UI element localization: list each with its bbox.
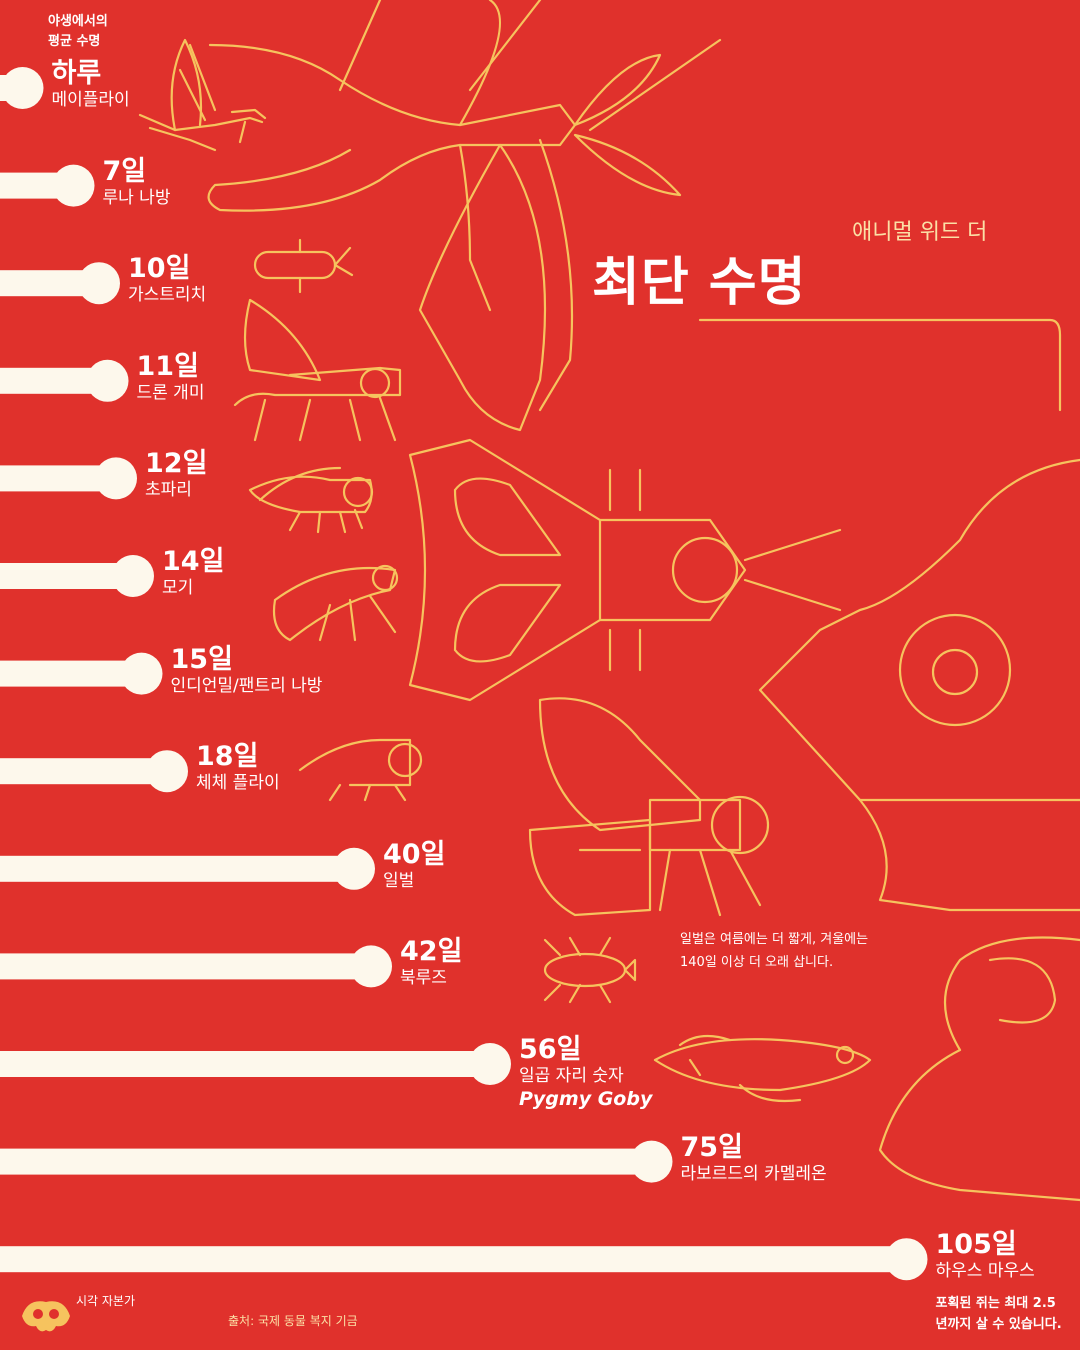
bar-value-label: 10일 bbox=[128, 253, 191, 285]
visual-capitalist-logo-icon bbox=[22, 1301, 70, 1332]
bar-7 bbox=[0, 758, 167, 785]
bar-9 bbox=[0, 953, 371, 980]
brand-name: 시각 자본가 bbox=[76, 1294, 136, 1308]
bar-end-12 bbox=[885, 1238, 928, 1281]
header-note: 야생에서의 평균 수명 bbox=[48, 12, 108, 51]
bar-end-9 bbox=[350, 945, 392, 988]
brand: 시각 자본가 bbox=[18, 1288, 138, 1338]
mayfly-illustration bbox=[138, 38, 267, 152]
bar-value-label: 56일 bbox=[519, 1034, 582, 1065]
bar-category-label: 일곱 자리 숫자 bbox=[519, 1066, 624, 1087]
bar-end-8 bbox=[333, 847, 375, 890]
bar-category-label: 인디언밀/팬트리 나방 bbox=[170, 675, 323, 696]
bar-6 bbox=[0, 660, 142, 687]
bar-value-label: 105일 bbox=[935, 1229, 1017, 1261]
bar-end-1 bbox=[52, 164, 95, 207]
source-note: 출처: 국제 동물 복지 기금 bbox=[228, 1314, 358, 1328]
header-note-line-2: 평균 수명 bbox=[48, 33, 101, 49]
house-mouse-illustration bbox=[878, 936, 1080, 1202]
bar-label-2: 10일 가스트리치 bbox=[128, 253, 206, 306]
bar-12 bbox=[0, 1246, 907, 1273]
bar-value-label: 15일 bbox=[170, 643, 233, 675]
bar-category-label: 메이플라이 bbox=[51, 90, 130, 111]
bar-label-4: 12일 초파리 bbox=[145, 448, 207, 501]
bar-english-name: Pygmy Goby bbox=[519, 1087, 653, 1110]
bar-value-label: 하루 bbox=[51, 58, 102, 89]
bar-end-0 bbox=[1, 67, 44, 109]
bar-category-label: 일벌 bbox=[383, 870, 415, 891]
bee-note-line-1: 일벌은 여름에는 더 짧게, 겨울에는 bbox=[680, 932, 869, 947]
bar-11 bbox=[0, 1148, 652, 1175]
bar-label-7: 18일 체체 플라이 bbox=[196, 741, 280, 794]
bar-end-2 bbox=[78, 262, 120, 305]
chameleon-illustration bbox=[758, 458, 1080, 912]
mosquito-illustration-large bbox=[207, 0, 1062, 432]
moth-illustration bbox=[408, 438, 842, 702]
bar-label-1: 7일 루나 나방 bbox=[103, 156, 171, 209]
pygmy-goby-illustration bbox=[653, 1034, 872, 1103]
bar-label-9: 42일 북루즈 bbox=[400, 936, 462, 989]
bar-label-11: 75일 라보르드의 카멜레온 bbox=[681, 1132, 827, 1185]
tsetse-fly-illustration bbox=[298, 738, 423, 802]
drone-ant-illustration bbox=[233, 238, 402, 442]
chart-subtitle: 애니멀 위드 더 bbox=[852, 220, 988, 245]
bar-value-label: 18일 bbox=[196, 741, 259, 773]
bar-value-label: 42일 bbox=[400, 936, 463, 968]
bar-value-label: 11일 bbox=[136, 350, 199, 382]
bar-label-8: 40일 일벌 bbox=[383, 839, 445, 892]
bar-category-label: 체체 플라이 bbox=[196, 773, 280, 794]
bar-category-label: 루나 나방 bbox=[102, 187, 171, 208]
bar-label-10: 56일 일곱 자리 숫자 Pygmy Goby bbox=[519, 1034, 652, 1110]
worker-bee-illustration bbox=[528, 697, 770, 917]
chart-title: 최단 수명 bbox=[592, 253, 807, 313]
bar-value-label: 75일 bbox=[680, 1131, 743, 1163]
bar-end-5 bbox=[112, 555, 154, 597]
bar-label-0: 하루 메이플라이 bbox=[52, 58, 130, 111]
bar-category-label: 드론 개미 bbox=[136, 382, 205, 403]
bar-value-label: 14일 bbox=[162, 546, 225, 577]
bar-value-label: 7일 bbox=[102, 155, 147, 187]
bar-value-label: 12일 bbox=[145, 448, 208, 480]
bar-value-label: 40일 bbox=[383, 838, 446, 870]
bar-end-4 bbox=[95, 457, 137, 500]
bee-note-line-2: 140일 이상 더 오래 삽니다. bbox=[680, 955, 834, 971]
header-note-line-1: 야생에서의 bbox=[48, 14, 108, 29]
bar-end-6 bbox=[120, 652, 163, 695]
mouse-note: 포획된 쥐는 최대 2.5 년까지 살 수 있습니다. bbox=[935, 1295, 1062, 1332]
mosquito-illustration-small bbox=[272, 564, 399, 642]
fruit-fly-illustration bbox=[248, 466, 374, 534]
bar-category-label: 초파리 bbox=[145, 480, 192, 501]
bar-label-6: 15일 인디언밀/팬트리 나방 bbox=[171, 644, 323, 697]
bar-category-label: 가스트리치 bbox=[128, 285, 207, 306]
bar-8 bbox=[0, 855, 354, 882]
bar-10 bbox=[0, 1051, 490, 1077]
bar-category-label: 라보르드의 카멜레온 bbox=[680, 1163, 827, 1184]
bar-category-label: 하우스 마우스 bbox=[935, 1261, 1035, 1282]
bar-label-5: 14일 모기 bbox=[162, 546, 224, 599]
bar-label-3: 11일 드론 개미 bbox=[137, 351, 205, 404]
bar-end-10 bbox=[469, 1043, 511, 1085]
bar-5 bbox=[0, 563, 133, 589]
booklouse-illustration bbox=[543, 936, 637, 1004]
bar-category-label: 모기 bbox=[162, 578, 194, 599]
bar-category-label: 북루즈 bbox=[400, 968, 447, 989]
bar-end-7 bbox=[146, 750, 188, 793]
bee-note: 일벌은 여름에는 더 짧게, 겨울에는 140일 이상 더 오래 삽니다. bbox=[680, 928, 868, 975]
bar-end-3 bbox=[86, 359, 129, 402]
bar-end-11 bbox=[630, 1140, 673, 1183]
